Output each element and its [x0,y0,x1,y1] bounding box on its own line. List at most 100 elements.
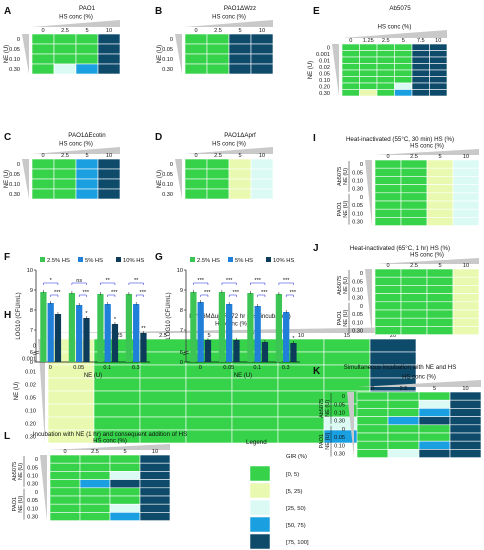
y-tick-F: 9 [30,288,33,294]
heatmap-cell-J [400,326,428,335]
heatmap-cell-K [356,391,389,401]
hs-conc-label-E: HS conc (%) [378,25,412,31]
heatmap-cell-B [184,53,208,65]
heatmap-cell-H [277,390,325,405]
heatmap-cell-H [185,403,233,418]
heatmap-cell-I [374,167,402,177]
heatmap-cell-L [79,471,111,480]
row-tick-B: 0.10 [162,57,173,63]
heatmap-cell-I [426,208,454,218]
ne-label-A: NE (U) [4,45,10,63]
heatmap-cell-E [411,63,430,71]
heatmap-cell-D [250,178,274,190]
y-tick-G: 0 [180,360,183,366]
heatmap-cell-I [400,208,428,218]
ne-gradient-triangle-H [38,339,45,443]
heatmap-cell-I [452,176,480,185]
panel-label-E: E [313,6,320,17]
heatmap-cell-L [109,512,141,521]
heatmap-cell-E [359,63,378,71]
heatmap-cell-K [449,440,482,450]
heatmap-cell-L [79,495,111,505]
heatmap-cell-E [394,82,413,90]
heatmap-cell-H [139,364,187,379]
heatmap-cell-K [418,424,451,434]
heatmap-cell-K [418,440,451,450]
row-tick-A: 0 [17,37,20,43]
heatmap-cell-K [356,424,389,434]
heatmap-cell-J [374,276,402,286]
group-label-K: PAO1 [319,434,325,449]
bar-G [204,340,212,362]
heatmap-cell-J [374,301,402,311]
row-tick-L: 0.10 [27,474,38,480]
sig-label-G: *** [197,278,204,284]
col-tick-B: 0 [194,28,197,34]
row-tick-K: 0.05 [334,402,345,408]
heatmap-cell-J [400,268,428,278]
heatmap-cell-L [49,462,81,472]
heatmap-cell-L [49,471,81,480]
ne-label-B: NE (U) [157,45,163,63]
heatmap-cell-E [411,76,430,84]
row-tick-H: 0.01 [25,370,36,376]
row-tick-I: 0 [360,162,363,168]
row-tick-D: 0.05 [162,172,173,178]
heatmap-cell-E [376,89,395,97]
sig-label-G: *** [283,278,290,284]
heatmap-cell-I [426,159,454,169]
heatmap-cell-J [400,285,428,294]
heatmap-cell-E [376,76,395,84]
heatmap-cell-I [400,167,428,177]
row-tick-C: 0.05 [9,172,20,178]
ne-gradient-triangle-A [22,34,29,74]
heatmap-cell-L [49,503,81,513]
col-tick-D: 2.5 [214,153,222,159]
panel-title-A: PAO1 [79,5,96,12]
legend-range-label: [50, 75) [286,523,306,529]
heatmap-cell-I [426,200,454,210]
bar-F [97,294,104,362]
col-tick-D: 0 [194,153,197,159]
heatmap-cell-I [452,184,480,194]
heatmap-cell-E [341,50,360,58]
heatmap-cell-H [93,403,141,418]
heatmap-cell-H [277,416,325,431]
col-tick-A: 5 [85,28,88,34]
heatmap-cell-E [394,43,413,51]
row-tick-J: 0.10 [352,320,363,326]
ne-label-H: NE (U) [14,382,20,400]
heatmap-cell-K [387,416,420,426]
row-tick-J: 0.30 [352,329,363,335]
star-label-G: * [292,336,295,342]
row-tick-E: 0.05 [319,71,330,77]
heatmap-cell-H [139,377,187,392]
row-tick-D: 0.30 [162,192,173,198]
heatmap-cell-D [250,168,274,180]
row-tick-H: 0.001 [22,357,36,363]
heatmap-cell-J [400,309,428,319]
heatmap-cell-E [376,43,395,51]
heatmap-cell-L [139,462,171,472]
heatmap-cell-K [387,440,420,450]
heatmap-cell-I [374,192,402,202]
col-tick-J: 0 [386,263,389,269]
heatmap-cell-E [341,69,360,77]
heatmap-cell-L [49,512,81,521]
hs-conc-label-A: HS conc (%) [59,15,93,21]
y-tick-F: 0 [30,360,33,366]
col-tick-L: 5 [123,449,126,455]
bar-G [233,340,240,362]
heatmap-cell-I [426,167,454,177]
ne-label-K: NE (U) [325,433,331,450]
hs-gradient-triangle-E [342,30,447,38]
row-tick-D: 0.10 [162,182,173,188]
bar-F [140,333,147,362]
row-tick-H: 0.02 [25,383,36,389]
heatmap-cell-K [418,399,451,409]
heatmap-cell-E [376,56,395,64]
heatmap-cell-B [206,53,230,65]
heatmap-cell-E [429,50,448,58]
col-tick-E: 2.5 [382,38,390,44]
heatmap-cell-L [139,479,171,489]
